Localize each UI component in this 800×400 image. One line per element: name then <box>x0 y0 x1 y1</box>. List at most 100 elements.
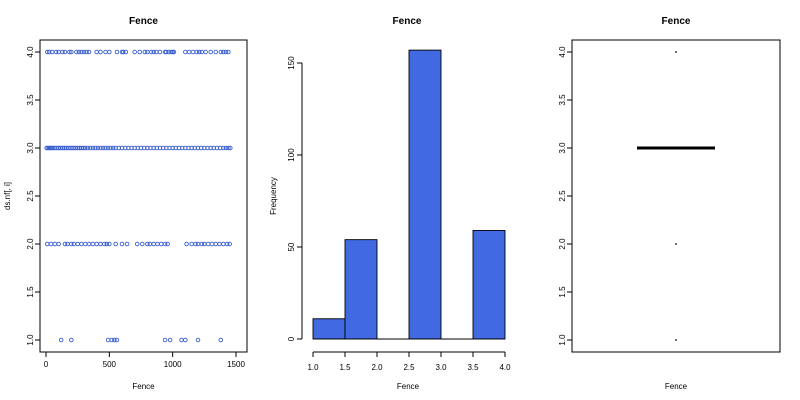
y-tick-label: 1.5 <box>558 286 567 298</box>
scatter-point <box>183 337 188 343</box>
scatter-point <box>52 241 58 247</box>
scatter-point <box>224 241 230 247</box>
scatter-point <box>148 49 154 55</box>
scatter-point <box>79 49 84 55</box>
scatter-point <box>60 49 65 55</box>
scatter-point <box>86 241 92 247</box>
x-tick-label: 2.0 <box>371 363 383 372</box>
scatter-point <box>71 241 77 247</box>
scatter-point <box>157 49 163 55</box>
scatter-point <box>155 241 160 247</box>
scatter-point <box>137 49 142 55</box>
scatter-point <box>105 337 111 343</box>
y-tick-label: 4.0 <box>26 46 35 58</box>
scatter-point <box>109 337 115 343</box>
scatter-point <box>67 49 72 55</box>
scatter-point <box>226 145 231 151</box>
scatter-point <box>147 241 153 247</box>
panel-1-x-label: Fence <box>132 382 155 391</box>
scatter-point <box>226 49 231 55</box>
scatter-point <box>84 49 89 55</box>
scatter-point <box>209 241 215 247</box>
scatter-point <box>195 241 201 247</box>
box-outlier-point <box>675 51 677 53</box>
scatter-point <box>165 241 170 247</box>
scatter-point <box>218 337 224 343</box>
scatter-point <box>86 49 92 55</box>
box-outlier-point <box>675 339 677 341</box>
scatter-point <box>197 49 202 55</box>
scatter-point <box>81 49 87 55</box>
scatter-point <box>90 145 96 151</box>
scatter-point <box>218 49 224 55</box>
scatter-point <box>107 241 112 247</box>
scatter-point <box>164 49 169 55</box>
x-tick-label: 1500 <box>227 360 245 369</box>
scatter-point <box>162 337 168 343</box>
scatter-point <box>205 241 211 247</box>
scatter-point <box>121 49 126 55</box>
x-tick-label: 3.5 <box>467 363 479 372</box>
scatter-point <box>199 49 205 55</box>
scatter-point <box>112 337 117 343</box>
scatter-point <box>58 337 64 343</box>
scatter-point <box>94 49 99 55</box>
scatter-point <box>151 241 156 247</box>
x-tick-label: 4.0 <box>499 363 511 372</box>
y-tick-label: 2.5 <box>26 190 35 202</box>
scatter-point <box>119 241 125 247</box>
scatter-point <box>65 241 70 247</box>
scatter-point <box>98 241 103 247</box>
scatter-point <box>45 241 50 247</box>
scatter-point <box>203 49 208 55</box>
box-outlier-point <box>675 243 677 245</box>
scatter-point <box>162 241 168 247</box>
x-tick-label: 2.5 <box>403 363 415 372</box>
panel-1-y-label: ds.nf[, i] <box>3 182 12 210</box>
scatter-point <box>103 49 108 55</box>
scatter-point <box>110 145 116 151</box>
scatter-point <box>79 241 84 247</box>
y-tick-label: 150 <box>287 56 296 70</box>
scatter-point <box>103 145 108 151</box>
scatter-point <box>100 145 106 151</box>
scatter-point <box>140 241 145 247</box>
scatter-point <box>213 49 218 55</box>
y-tick-label: 2.0 <box>26 238 35 250</box>
scatter-point <box>45 49 50 55</box>
x-tick-label: 1.0 <box>307 363 319 372</box>
scatter-point <box>98 49 103 55</box>
y-tick-label: 1.5 <box>26 286 35 298</box>
histogram-bar <box>408 49 442 340</box>
scatter-point <box>113 241 118 247</box>
panel-3-title: Fence <box>662 16 691 27</box>
scatter-point <box>208 49 213 55</box>
scatter-point <box>186 49 192 55</box>
scatter-point <box>75 241 80 247</box>
y-tick-label: 4.0 <box>558 46 567 58</box>
scatter-point <box>195 337 201 343</box>
scatter-point <box>145 49 150 55</box>
scatter-point <box>199 241 205 247</box>
y-tick-label: 100 <box>287 148 296 162</box>
panel-2-y-label: Frequency <box>269 177 278 215</box>
scatter-point <box>69 49 74 55</box>
scatter-point <box>213 241 218 247</box>
scatter-point <box>95 145 101 151</box>
histogram-bar <box>312 318 346 340</box>
scatter-point <box>94 241 99 247</box>
scatter-point <box>88 145 93 151</box>
scatter-point <box>62 49 68 55</box>
scatter-point <box>81 145 86 151</box>
scatter-point <box>69 337 74 343</box>
scatter-point <box>227 241 232 247</box>
scatter-point <box>69 241 74 247</box>
y-tick-label: 2.5 <box>558 190 567 202</box>
scatter-point <box>114 337 120 343</box>
scatter-point <box>145 241 150 247</box>
histogram-bar <box>344 239 378 340</box>
scatter-point <box>76 49 82 55</box>
scatter-point <box>183 49 188 55</box>
y-tick-label: 1.0 <box>558 334 567 346</box>
scatter-point <box>151 49 156 55</box>
